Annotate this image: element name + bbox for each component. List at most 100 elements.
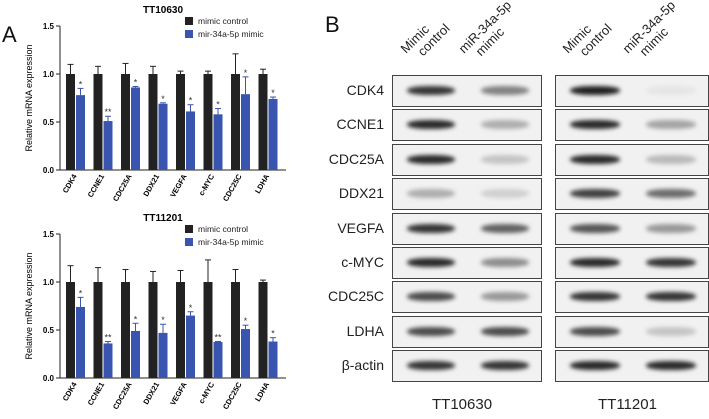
bar-mimic xyxy=(213,342,223,378)
legend-swatch xyxy=(185,225,193,233)
protein-band xyxy=(570,326,620,336)
protein-band xyxy=(407,258,455,267)
bar-control xyxy=(66,74,75,170)
bar-control xyxy=(148,74,158,170)
x-tick-label: c-MYC xyxy=(197,172,217,197)
blot-strip xyxy=(392,75,542,107)
protein-band xyxy=(646,86,696,95)
protein-band xyxy=(407,361,455,371)
bar-mimic xyxy=(76,95,85,170)
protein-band xyxy=(407,86,455,95)
y-tick-label: 0.0 xyxy=(43,166,55,175)
protein-band xyxy=(646,223,696,233)
blot-row-label: CDC25A xyxy=(328,150,384,167)
chart-title: TT11201 xyxy=(143,213,183,224)
significance-marker: * xyxy=(189,96,193,106)
significance-marker: * xyxy=(271,329,275,339)
blot-strip xyxy=(555,143,709,176)
x-tick-label: CCNE1 xyxy=(86,173,107,200)
bar-control xyxy=(258,74,268,170)
protein-band xyxy=(646,189,696,199)
x-tick-label: CCNE1 xyxy=(86,381,107,408)
cell-line-label: TT11201 xyxy=(598,396,657,413)
protein-band xyxy=(570,258,620,267)
bar-chart-tt11201: TT11201 0.0 0.5 1.0 1.5 Relative mRNA express… xyxy=(24,213,286,411)
y-tick-label: 0.5 xyxy=(43,326,55,335)
protein-band xyxy=(481,120,529,130)
bar-mimic xyxy=(241,94,250,170)
panel-a-label: A xyxy=(2,22,17,47)
legend-label: mir-34a-5p mimic xyxy=(198,29,264,39)
significance-marker: * xyxy=(134,314,138,324)
protein-band xyxy=(481,154,529,164)
protein-band xyxy=(570,86,620,95)
blot-strip xyxy=(555,109,709,142)
x-tick-label: DDX21 xyxy=(141,173,161,198)
legend-label: mimic control xyxy=(198,16,248,26)
blot-strip xyxy=(555,75,709,107)
protein-band xyxy=(407,154,455,164)
bar-mimic xyxy=(131,87,140,170)
significance-marker: * xyxy=(161,315,165,325)
blot-strip xyxy=(392,350,542,383)
column-header: miR-34a-5p mimic xyxy=(619,0,688,66)
blot-strip xyxy=(392,281,542,314)
bar-control xyxy=(93,282,103,378)
x-tick-label: LDHA xyxy=(253,380,272,403)
x-tick-label: CDC25C xyxy=(221,172,244,203)
y-tick-label: 0.0 xyxy=(43,374,55,383)
y-tick-label: 1.0 xyxy=(43,278,55,287)
protein-band xyxy=(646,120,696,130)
bar-control xyxy=(148,282,158,378)
protein-band xyxy=(407,189,455,199)
bar-control xyxy=(203,74,213,170)
protein-band xyxy=(407,223,455,233)
bar-mimic xyxy=(268,98,278,170)
cell-line-label: TT10630 xyxy=(432,396,493,413)
bar-control xyxy=(176,282,185,378)
blot-row-label: DDX21 xyxy=(338,185,384,202)
protein-band xyxy=(570,189,620,199)
protein-band xyxy=(646,154,696,164)
bar-mimic xyxy=(213,114,223,170)
legend-swatch xyxy=(185,238,193,246)
significance-marker: * xyxy=(271,88,275,98)
significance-marker: * xyxy=(244,68,248,78)
legend-swatch xyxy=(185,30,193,38)
column-header: Mimic control xyxy=(559,12,614,66)
protein-band xyxy=(646,361,696,371)
blot-strip xyxy=(392,109,542,142)
x-tick-label: CDC25A xyxy=(111,380,134,411)
blot-strip xyxy=(555,178,709,211)
blot-row-label: CCNE1 xyxy=(336,116,384,133)
legend-swatch xyxy=(185,17,193,25)
protein-band xyxy=(407,292,455,302)
x-tick-label: LDHA xyxy=(253,172,272,195)
x-tick-label: VEGFA xyxy=(168,380,189,407)
bar-chart-tt10630: TT10630 0.0 0.5 1.0 1.5 Relative mRNA express… xyxy=(24,5,286,203)
significance-marker: * xyxy=(244,316,248,326)
bar-control xyxy=(121,282,130,378)
protein-band xyxy=(570,120,620,130)
column-header: miR-34a-5p mimic xyxy=(455,0,524,66)
protein-band xyxy=(646,326,696,336)
bar-mimic xyxy=(131,330,140,378)
significance-marker: ** xyxy=(104,107,112,117)
bar-control xyxy=(203,282,213,378)
bar-control xyxy=(231,282,240,378)
protein-band xyxy=(481,86,529,95)
legend-label: mimic control xyxy=(198,224,248,234)
significance-marker: ** xyxy=(214,333,222,343)
protein-band xyxy=(646,292,696,302)
legend-label: mir-34a-5p mimic xyxy=(198,237,264,247)
bar-control xyxy=(93,74,103,170)
protein-band xyxy=(570,361,620,371)
x-tick-label: CDC25C xyxy=(221,380,244,411)
panel-b-label: B xyxy=(325,12,340,37)
blot-strip xyxy=(392,247,542,279)
significance-marker: * xyxy=(79,288,83,298)
x-tick-label: CDK4 xyxy=(61,380,79,403)
significance-marker: * xyxy=(134,77,138,87)
y-axis-label: Relative mRNA expression xyxy=(24,44,34,151)
